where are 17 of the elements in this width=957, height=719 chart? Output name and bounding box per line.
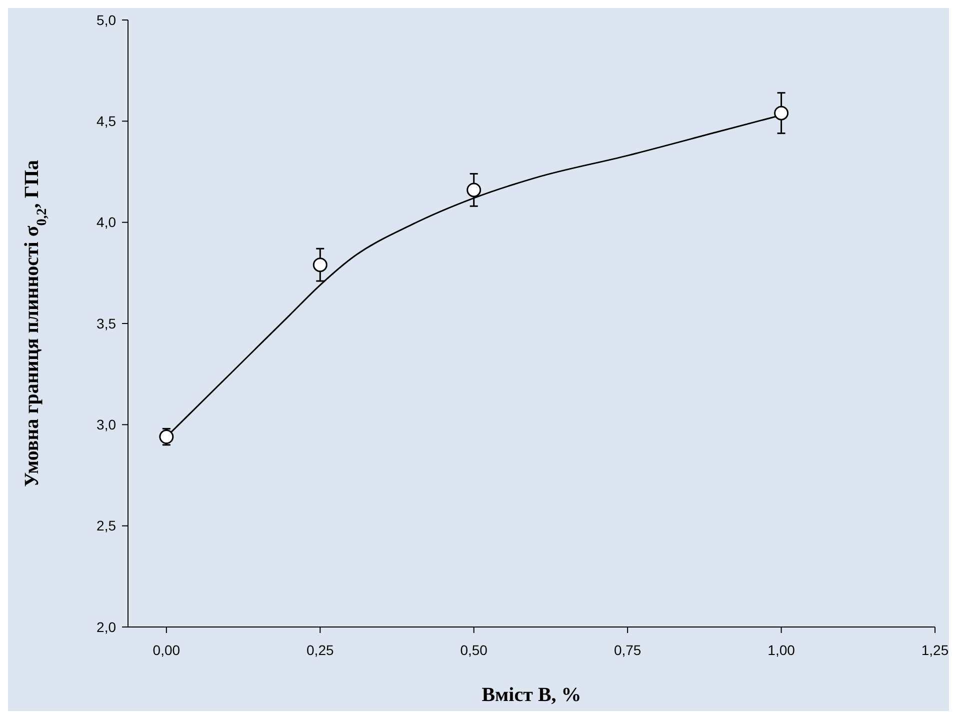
y-tick-label: 2,0 <box>96 618 116 635</box>
point <box>774 106 789 120</box>
y-tick-label: 3,5 <box>96 315 116 332</box>
x-tick-label: 0,50 <box>460 642 488 658</box>
point <box>312 258 328 272</box>
x-tick-label: 1,00 <box>768 642 796 658</box>
x-tick-label: 0,75 <box>614 642 642 658</box>
y-tick-label: 2,5 <box>96 518 116 534</box>
x-tick-label: 1,25 <box>921 642 949 658</box>
x-tick-label: 0,00 <box>152 642 180 658</box>
x-tick-label: 0,25 <box>306 642 334 658</box>
x-axis-title: Вміст В, % <box>482 684 582 706</box>
y-tick-label: 4,5 <box>96 113 116 130</box>
y-tick-label: 4,0 <box>96 214 116 230</box>
y-tick-label: 5,0 <box>96 12 116 28</box>
point <box>466 182 482 198</box>
y-tick-label: 3,0 <box>96 416 116 433</box>
